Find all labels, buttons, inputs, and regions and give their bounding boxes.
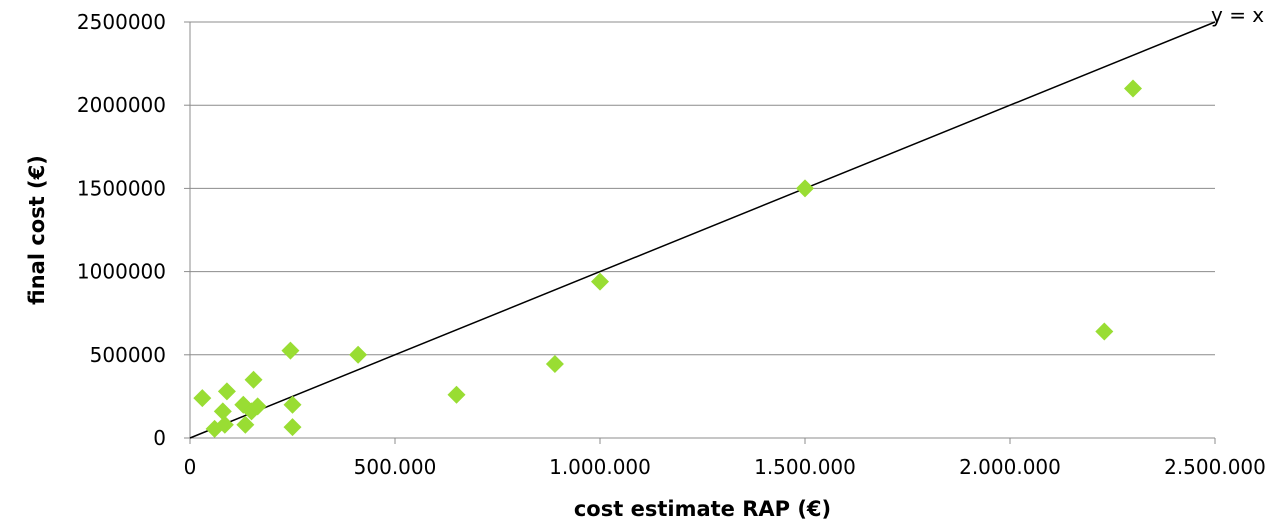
axes bbox=[184, 21, 1216, 444]
y-tick-label-3: 1500000 bbox=[77, 176, 166, 200]
y-tick-label-4: 2000000 bbox=[77, 93, 166, 117]
y-tick-label-1: 500000 bbox=[90, 343, 166, 367]
y-tick-labels: 0 500000 1000000 1500000 2000000 2500000 bbox=[77, 10, 166, 450]
reference-line-label: y = x bbox=[1211, 3, 1264, 27]
x-tick-label-2: 1.000.000 bbox=[549, 455, 651, 479]
x-tick-labels: 0 500.000 1.000.000 1.500.000 2.000.000 2.500… bbox=[184, 455, 1266, 479]
data-point-10 bbox=[281, 341, 300, 360]
x-axis-title: cost estimate RAP (€) bbox=[574, 497, 831, 521]
reference-line-y-equals-x bbox=[189, 21, 1216, 439]
x-tick-label-0: 0 bbox=[184, 455, 197, 479]
data-point-8 bbox=[244, 370, 263, 389]
x-tick-label-3: 1.500.000 bbox=[754, 455, 856, 479]
data-point-6 bbox=[236, 415, 255, 434]
x-tick-label-5: 2.500.000 bbox=[1164, 455, 1266, 479]
data-point-4 bbox=[217, 382, 236, 401]
data-point-11 bbox=[283, 395, 302, 414]
data-point-3 bbox=[215, 415, 234, 434]
data-point-9 bbox=[248, 397, 267, 416]
data-point-16 bbox=[591, 272, 609, 291]
data-point-17 bbox=[796, 179, 814, 198]
x-tick-label-1: 500.000 bbox=[354, 455, 437, 479]
grid-lines bbox=[190, 21, 1215, 356]
data-point-12 bbox=[283, 418, 302, 437]
data-point-18 bbox=[1095, 322, 1114, 341]
data-point-14 bbox=[447, 385, 466, 404]
y-tick-label-2: 1000000 bbox=[77, 260, 166, 284]
y-tick-label-5: 2500000 bbox=[77, 10, 166, 34]
y-tick-label-0: 0 bbox=[153, 426, 166, 450]
x-tick-label-4: 2.000.000 bbox=[959, 455, 1061, 479]
data-point-2 bbox=[213, 402, 232, 421]
data-points bbox=[193, 79, 1142, 438]
y-axis-title: final cost (€) bbox=[25, 155, 49, 305]
data-point-13 bbox=[349, 345, 368, 364]
data-point-19 bbox=[1124, 79, 1142, 98]
data-point-0 bbox=[193, 389, 212, 408]
data-point-15 bbox=[545, 354, 564, 373]
